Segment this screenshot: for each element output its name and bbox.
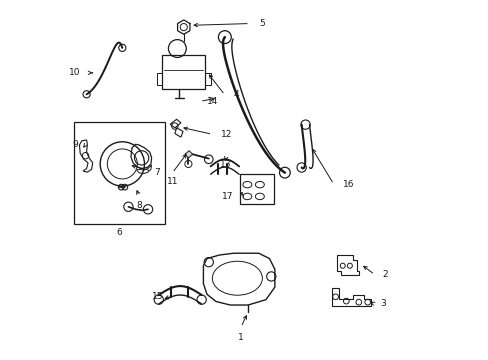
Text: 16: 16 bbox=[342, 180, 353, 189]
Text: 6: 6 bbox=[116, 228, 122, 237]
Text: 9: 9 bbox=[72, 140, 78, 149]
Text: 1: 1 bbox=[238, 333, 244, 342]
Text: 13: 13 bbox=[220, 161, 231, 170]
Bar bbox=[240, 174, 274, 204]
Text: 3: 3 bbox=[380, 299, 385, 308]
Text: 10: 10 bbox=[69, 68, 81, 77]
Text: 7: 7 bbox=[154, 168, 160, 177]
Text: 14: 14 bbox=[206, 97, 218, 106]
Text: 2: 2 bbox=[381, 270, 387, 279]
Bar bbox=[74, 122, 164, 224]
Text: 15: 15 bbox=[151, 292, 163, 301]
Polygon shape bbox=[184, 151, 192, 158]
Text: 12: 12 bbox=[221, 130, 232, 139]
Text: 8: 8 bbox=[136, 201, 142, 210]
Text: 5: 5 bbox=[258, 19, 264, 28]
Text: 11: 11 bbox=[166, 177, 178, 186]
Text: 17: 17 bbox=[221, 192, 233, 201]
Bar bbox=[162, 55, 205, 89]
Text: 4: 4 bbox=[233, 90, 239, 99]
